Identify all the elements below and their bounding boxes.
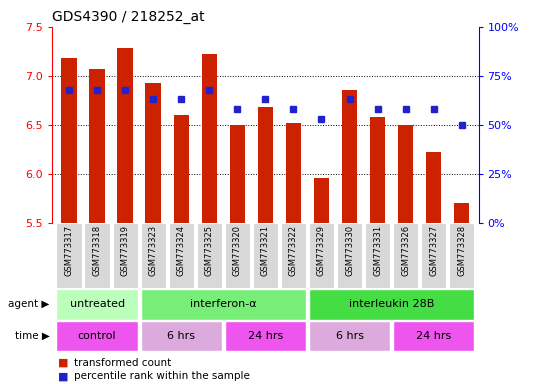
Text: GSM773324: GSM773324 [177, 225, 186, 276]
FancyBboxPatch shape [225, 321, 306, 351]
FancyBboxPatch shape [393, 223, 418, 288]
Text: percentile rank within the sample: percentile rank within the sample [74, 371, 250, 381]
Text: time ▶: time ▶ [15, 331, 50, 341]
FancyBboxPatch shape [85, 223, 110, 288]
Text: GSM773330: GSM773330 [345, 225, 354, 276]
FancyBboxPatch shape [141, 321, 222, 351]
Bar [342, 89, 357, 223]
Text: GSM773327: GSM773327 [429, 225, 438, 276]
FancyBboxPatch shape [393, 321, 474, 351]
Bar [257, 107, 273, 223]
FancyBboxPatch shape [197, 223, 222, 288]
FancyBboxPatch shape [449, 223, 474, 288]
Text: GSM773323: GSM773323 [148, 225, 158, 276]
Bar [62, 58, 77, 223]
FancyBboxPatch shape [281, 223, 306, 288]
Text: GSM773329: GSM773329 [317, 225, 326, 276]
FancyBboxPatch shape [337, 223, 362, 288]
Bar [229, 125, 245, 223]
Text: agent ▶: agent ▶ [8, 299, 50, 310]
FancyBboxPatch shape [253, 223, 278, 288]
Text: untreated: untreated [69, 299, 125, 310]
Text: GSM773325: GSM773325 [205, 225, 214, 276]
Bar [202, 54, 217, 223]
Text: GSM773319: GSM773319 [120, 225, 130, 276]
Text: ■: ■ [58, 358, 68, 368]
FancyBboxPatch shape [57, 321, 138, 351]
Text: 24 hrs: 24 hrs [416, 331, 451, 341]
Text: GSM773320: GSM773320 [233, 225, 242, 276]
Bar [285, 123, 301, 223]
FancyBboxPatch shape [309, 321, 390, 351]
Text: interleukin 28B: interleukin 28B [349, 299, 434, 310]
Text: ■: ■ [58, 371, 68, 381]
Bar [118, 48, 133, 223]
Bar [454, 203, 469, 223]
Text: GSM773317: GSM773317 [64, 225, 74, 276]
Text: GSM773326: GSM773326 [401, 225, 410, 276]
FancyBboxPatch shape [309, 223, 334, 288]
Bar [398, 125, 413, 223]
Text: interferon-α: interferon-α [190, 299, 257, 310]
Bar [426, 152, 441, 223]
Text: 24 hrs: 24 hrs [248, 331, 283, 341]
Text: GSM773318: GSM773318 [92, 225, 102, 276]
Bar [370, 117, 385, 223]
FancyBboxPatch shape [365, 223, 390, 288]
Bar [174, 115, 189, 223]
Text: GSM773328: GSM773328 [457, 225, 466, 276]
FancyBboxPatch shape [225, 223, 250, 288]
FancyBboxPatch shape [309, 289, 474, 320]
FancyBboxPatch shape [141, 289, 306, 320]
Text: GSM773321: GSM773321 [261, 225, 270, 276]
Text: control: control [78, 331, 117, 341]
FancyBboxPatch shape [421, 223, 446, 288]
Text: GDS4390 / 218252_at: GDS4390 / 218252_at [52, 10, 205, 25]
FancyBboxPatch shape [141, 223, 166, 288]
Text: 6 hrs: 6 hrs [336, 331, 364, 341]
Text: GSM773331: GSM773331 [373, 225, 382, 276]
Text: GSM773322: GSM773322 [289, 225, 298, 276]
Bar [146, 83, 161, 223]
FancyBboxPatch shape [57, 223, 82, 288]
FancyBboxPatch shape [169, 223, 194, 288]
Bar [90, 69, 105, 223]
Bar [314, 178, 329, 223]
FancyBboxPatch shape [57, 289, 138, 320]
FancyBboxPatch shape [113, 223, 138, 288]
Text: transformed count: transformed count [74, 358, 172, 368]
Text: 6 hrs: 6 hrs [167, 331, 195, 341]
